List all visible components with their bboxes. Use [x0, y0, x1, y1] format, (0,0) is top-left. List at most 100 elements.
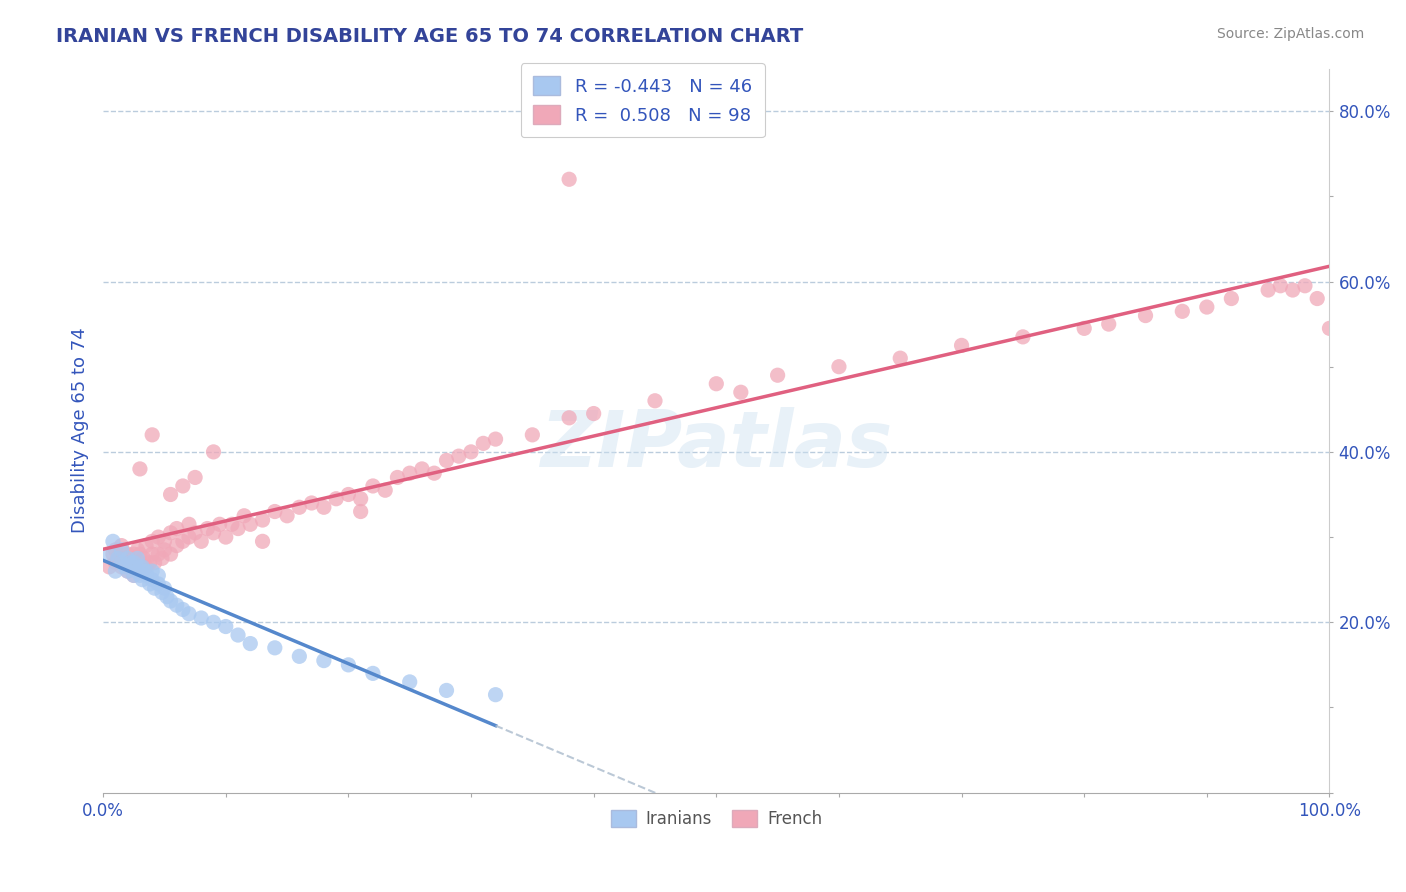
Point: [120, 556, 142, 570]
Point: [1270, 278, 1292, 293]
Point: [159, 547, 181, 561]
Point: [104, 556, 127, 570]
Point: [148, 568, 170, 582]
Point: [1171, 304, 1194, 318]
Point: [159, 594, 181, 608]
Point: [190, 611, 212, 625]
Point: [135, 564, 157, 578]
Point: [436, 683, 458, 698]
Point: [288, 649, 311, 664]
Point: [104, 542, 127, 557]
Point: [159, 525, 181, 540]
Point: [374, 483, 396, 498]
Point: [153, 581, 176, 595]
Point: [117, 564, 139, 578]
Point: [460, 445, 482, 459]
Point: [1220, 292, 1243, 306]
Point: [141, 427, 163, 442]
Point: [1012, 330, 1035, 344]
Point: [361, 666, 384, 681]
Point: [122, 568, 145, 582]
Point: [127, 551, 149, 566]
Point: [117, 547, 139, 561]
Point: [117, 564, 139, 578]
Point: [117, 551, 139, 566]
Point: [122, 568, 145, 582]
Point: [1195, 300, 1218, 314]
Point: [184, 525, 207, 540]
Point: [129, 462, 152, 476]
Point: [104, 564, 127, 578]
Point: [1073, 321, 1095, 335]
Point: [135, 560, 157, 574]
Point: [644, 393, 666, 408]
Point: [122, 556, 145, 570]
Point: [129, 568, 152, 582]
Point: [159, 487, 181, 501]
Point: [558, 410, 581, 425]
Point: [101, 547, 124, 561]
Point: [172, 534, 194, 549]
Point: [337, 487, 360, 501]
Point: [148, 530, 170, 544]
Point: [150, 551, 173, 566]
Point: [202, 615, 225, 630]
Point: [131, 573, 153, 587]
Point: [129, 556, 152, 570]
Point: [202, 445, 225, 459]
Point: [704, 376, 727, 391]
Point: [127, 542, 149, 557]
Point: [263, 504, 285, 518]
Text: ZIPatlas: ZIPatlas: [540, 407, 893, 483]
Point: [138, 577, 160, 591]
Point: [148, 547, 170, 561]
Point: [166, 522, 188, 536]
Point: [138, 556, 160, 570]
Point: [177, 517, 200, 532]
Point: [398, 674, 420, 689]
Point: [143, 556, 166, 570]
Point: [288, 500, 311, 515]
Point: [215, 619, 238, 633]
Point: [172, 602, 194, 616]
Point: [153, 542, 176, 557]
Point: [98, 560, 121, 574]
Point: [153, 534, 176, 549]
Point: [110, 542, 132, 557]
Point: [558, 172, 581, 186]
Point: [276, 508, 298, 523]
Point: [522, 427, 544, 442]
Point: [582, 407, 605, 421]
Point: [177, 607, 200, 621]
Point: [215, 530, 238, 544]
Point: [208, 517, 231, 532]
Point: [114, 560, 136, 574]
Point: [1306, 292, 1329, 306]
Point: [107, 551, 129, 566]
Point: [1281, 283, 1303, 297]
Point: [177, 530, 200, 544]
Point: [1098, 317, 1121, 331]
Point: [301, 496, 323, 510]
Point: [472, 436, 495, 450]
Point: [239, 517, 262, 532]
Point: [350, 504, 373, 518]
Point: [114, 551, 136, 566]
Point: [233, 508, 256, 523]
Point: [98, 547, 121, 561]
Point: [226, 522, 249, 536]
Point: [120, 556, 142, 570]
Point: [398, 466, 420, 480]
Point: [129, 547, 152, 561]
Point: [141, 564, 163, 578]
Point: [141, 534, 163, 549]
Point: [484, 688, 506, 702]
Point: [484, 432, 506, 446]
Point: [423, 466, 446, 480]
Point: [122, 547, 145, 561]
Point: [226, 628, 249, 642]
Point: [172, 479, 194, 493]
Point: [190, 534, 212, 549]
Point: [148, 577, 170, 591]
Point: [127, 564, 149, 578]
